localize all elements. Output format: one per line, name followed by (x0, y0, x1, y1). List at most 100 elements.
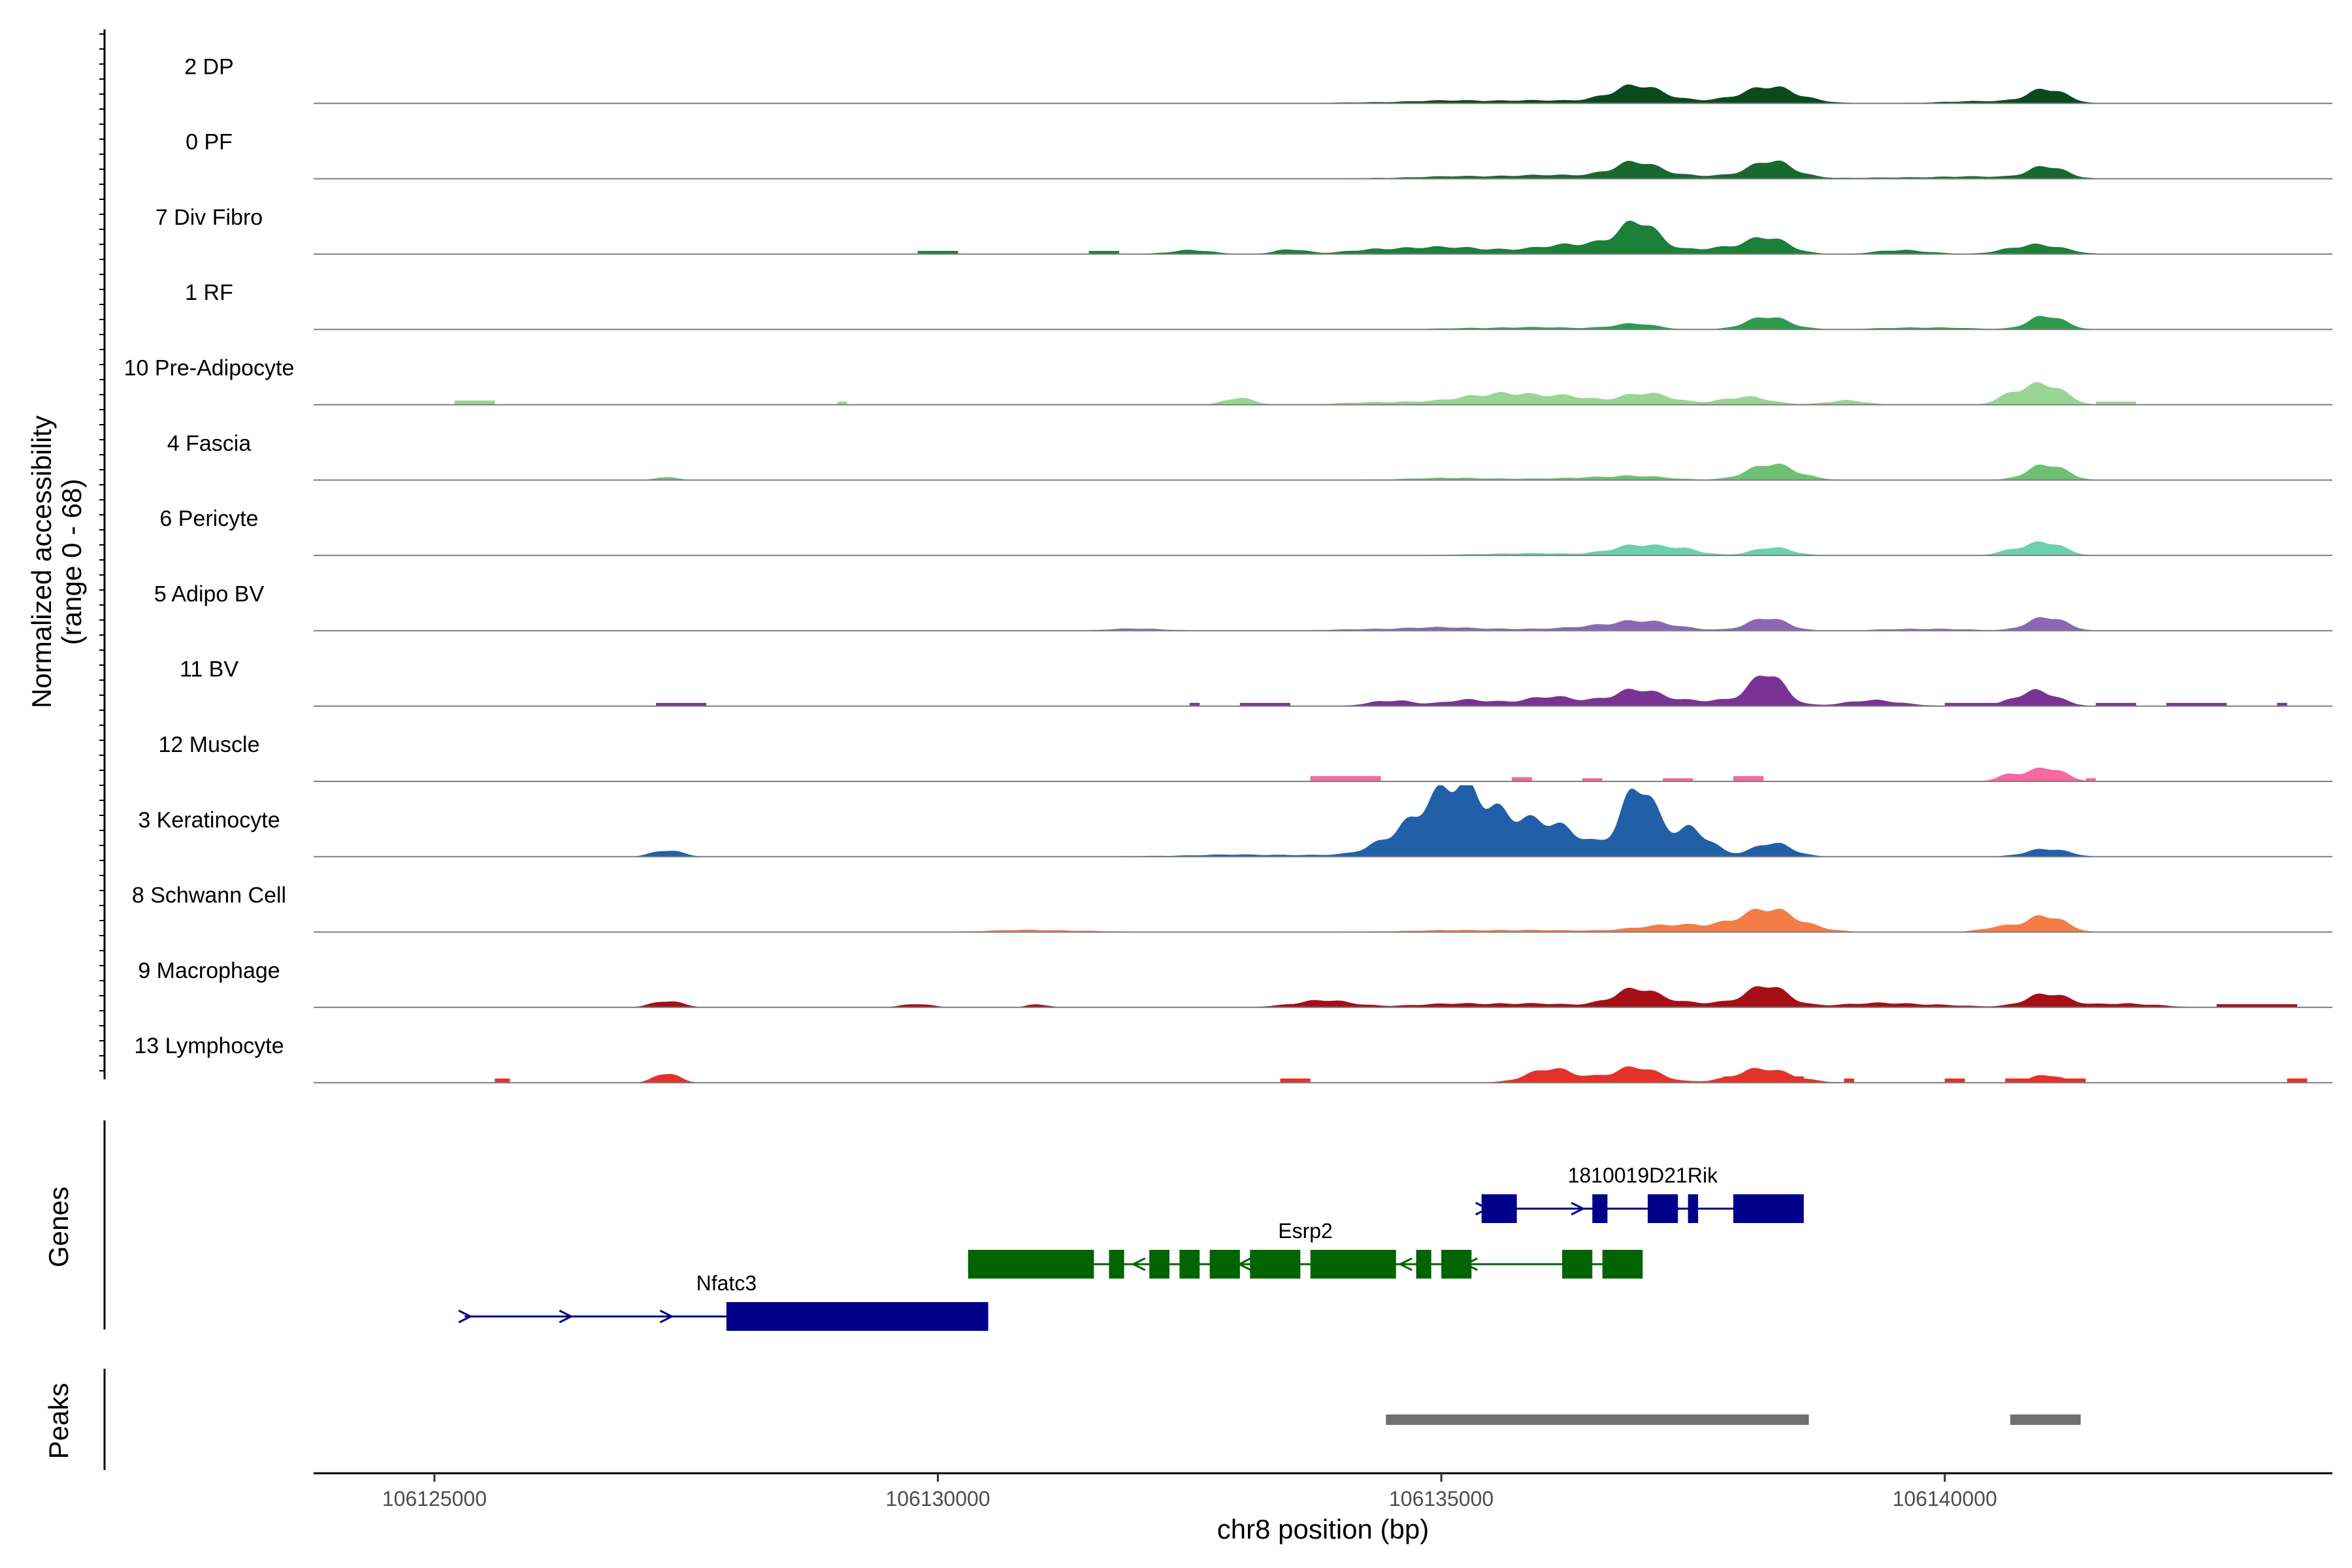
track-label: 11 BV (180, 657, 238, 682)
track-0-pf: 0 PF (186, 130, 2332, 180)
coverage-block (1531, 1077, 1603, 1083)
gene-annotation-track: 1810019D21Rik Esrp2 Nfatc3 (458, 1164, 1804, 1331)
track-label: 5 Adipo BV (154, 581, 265, 606)
coverage-block (1310, 776, 1381, 781)
coverage-block (1844, 1078, 1854, 1083)
coverage-block (1088, 251, 1119, 254)
gene-nfatc3: Nfatc3 (458, 1271, 988, 1331)
coverage-block (2277, 702, 2287, 706)
coverage-block (2216, 1004, 2298, 1007)
gene-exon (1250, 1250, 1301, 1279)
coverage-block (495, 1078, 510, 1083)
coverage-block (1511, 777, 1532, 781)
x-tick-label: 106130000 (885, 1487, 990, 1511)
coverage-block (1189, 702, 1200, 706)
gene-exon (1109, 1250, 1124, 1279)
gene-esrp2: Esrp2 (968, 1219, 1643, 1279)
coverage-block (2085, 778, 2096, 781)
coverage-block (2005, 1078, 2086, 1083)
track-4-fascia: 4 Fascia (167, 431, 2332, 481)
coverage-block (837, 401, 847, 405)
peak-region-bar (2010, 1414, 2081, 1425)
coverage-block (917, 251, 958, 254)
peak-region-bar (1386, 1414, 1809, 1425)
coverage-block (1582, 778, 1603, 781)
track-label: 10 Pre-Adipocyte (124, 356, 295, 381)
gene-exon (1481, 1194, 1517, 1223)
track-label: 13 Lymphocyte (134, 1034, 284, 1058)
x-axis-title: chr8 position (bp) (1217, 1514, 1429, 1544)
strand-arrow (1571, 1201, 1586, 1216)
gene-label: 1810019D21Rik (1568, 1164, 1719, 1187)
track-6-pericyte: 6 Pericyte (159, 506, 2332, 557)
gene-exon (1149, 1250, 1169, 1279)
y-axis-title-line-1: Normalized accessibility (26, 416, 57, 708)
track-7-div-fibro: 7 Div Fibro (155, 205, 2332, 255)
coverage-block (1239, 702, 1290, 706)
peak-region-track (1386, 1414, 2081, 1425)
track-label: 3 Keratinocyte (138, 808, 280, 832)
track-3-keratinocyte: 3 Keratinocyte (138, 785, 2332, 858)
x-tick-label: 106135000 (1389, 1487, 1494, 1511)
coverage-tracks: 2 DP 0 PF 7 Div Fibro 1 RF 10 Pre-Adipocyte 4… (124, 54, 2332, 1084)
gene-exon (1688, 1194, 1699, 1223)
gene-exon (1733, 1194, 1804, 1223)
gene-label: Nfatc3 (696, 1271, 757, 1295)
track-5-adipo-bv: 5 Adipo BV (154, 581, 2332, 632)
x-axis-ticks: 106125000 106130000 106135000 106140000 (382, 1473, 1997, 1511)
gene-exon (726, 1302, 988, 1331)
track-label: 8 Schwann Cell (132, 883, 286, 908)
gene-label: Esrp2 (1278, 1219, 1333, 1243)
coverage-block (1944, 1078, 1965, 1083)
gene-exon (1310, 1250, 1396, 1279)
track-label: 6 Pericyte (159, 506, 258, 531)
x-tick-label: 106125000 (382, 1487, 487, 1511)
track-label: 12 Muscle (159, 732, 260, 757)
track-11-bv: 11 BV (180, 657, 2332, 707)
gene-exon (1648, 1194, 1678, 1223)
coverage-block (1280, 1078, 1311, 1083)
y-axis-title-line-2: (range 0 - 68) (56, 479, 87, 645)
gene-exon (1562, 1250, 1593, 1279)
track-label: 0 PF (186, 130, 233, 155)
gene-exon (1592, 1194, 1608, 1223)
genes-panel-title: Genes (43, 1186, 74, 1267)
coverage-block (454, 400, 495, 405)
coverage-block (2166, 702, 2227, 706)
peaks-panel-title: Peaks (43, 1383, 74, 1460)
track-2-dp: 2 DP (184, 54, 2332, 105)
track-8-schwann-cell: 8 Schwann Cell (132, 883, 2332, 933)
coverage-block (1663, 778, 1693, 781)
gene-exon (1416, 1250, 1431, 1279)
coverage-block (1723, 1076, 1804, 1083)
coverage-block (655, 702, 707, 706)
track-13-lymphocyte: 13 Lymphocyte (134, 1034, 2332, 1084)
gene-1810019d21rik: 1810019D21Rik (1475, 1164, 1804, 1223)
strand-arrow (659, 1309, 674, 1324)
coverage-block (2095, 702, 2136, 706)
strand-arrow (1397, 1257, 1413, 1271)
gene-exon (1179, 1250, 1200, 1279)
coverage-block (1944, 702, 2006, 706)
track-label: 4 Fascia (167, 431, 252, 456)
coverage-block (2095, 401, 2136, 405)
gene-exon (968, 1250, 1094, 1279)
strand-arrow (1131, 1257, 1146, 1271)
track-label: 9 Macrophage (138, 958, 280, 983)
gene-exon (1602, 1250, 1643, 1279)
track-10-pre-adipocyte: 10 Pre-Adipocyte (124, 356, 2332, 406)
track-1-rf: 1 RF (185, 280, 2332, 331)
x-tick-label: 106140000 (1893, 1487, 1997, 1511)
track-9-macrophage: 9 Macrophage (138, 958, 2332, 1008)
strand-arrow (458, 1309, 473, 1324)
track-12-muscle: 12 Muscle (159, 732, 2332, 782)
gene-exon (1209, 1250, 1240, 1279)
coverage-area-9-macrophage (314, 986, 2332, 1007)
strand-arrow (559, 1309, 574, 1324)
track-label: 7 Div Fibro (155, 205, 263, 230)
coverage-y-axis-ticks (99, 33, 105, 1071)
track-label: 1 RF (185, 280, 233, 305)
coverage-block (2287, 1078, 2308, 1083)
coverage-block (1733, 776, 1764, 781)
